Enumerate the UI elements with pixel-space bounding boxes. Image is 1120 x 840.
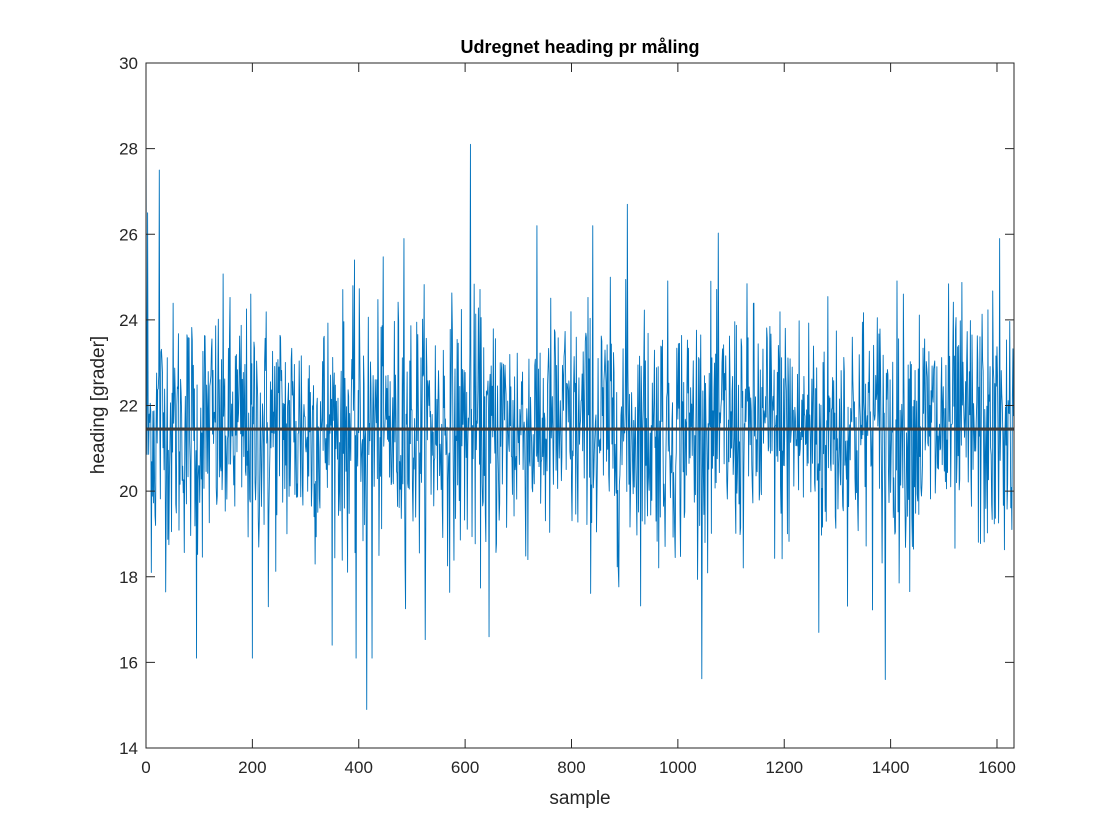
y-axis-ticks: 14 16 18 20 22 24 26 28 30 <box>119 54 1014 758</box>
x-axis-ticks: 0 200 400 600 800 1000 1200 1400 1600 <box>141 63 1016 777</box>
y-tick-label: 20 <box>119 482 138 501</box>
x-tick-label: 200 <box>238 758 266 777</box>
y-axis-label: heading [grader] <box>88 336 109 474</box>
x-tick-label: 600 <box>451 758 479 777</box>
x-tick-label: 400 <box>345 758 373 777</box>
x-tick-label: 1400 <box>872 758 910 777</box>
y-tick-label: 28 <box>119 140 138 159</box>
x-tick-label: 1600 <box>978 758 1016 777</box>
x-tick-label: 1200 <box>765 758 803 777</box>
x-tick-label: 1000 <box>659 758 697 777</box>
y-tick-label: 24 <box>119 311 138 330</box>
x-tick-label: 0 <box>141 758 150 777</box>
y-tick-label: 26 <box>119 225 138 244</box>
y-tick-label: 22 <box>119 397 138 416</box>
y-tick-label: 16 <box>119 653 138 672</box>
plot-area <box>145 62 1015 749</box>
y-tick-label: 18 <box>119 568 138 587</box>
heading-series-line <box>145 131 1014 710</box>
x-axis-label: sample <box>549 788 610 809</box>
chart-title: Udregnet heading pr måling <box>460 37 699 57</box>
y-tick-label: 30 <box>119 54 138 73</box>
y-tick-label: 14 <box>119 739 138 758</box>
series-layer <box>145 131 1014 710</box>
x-tick-label: 800 <box>557 758 585 777</box>
